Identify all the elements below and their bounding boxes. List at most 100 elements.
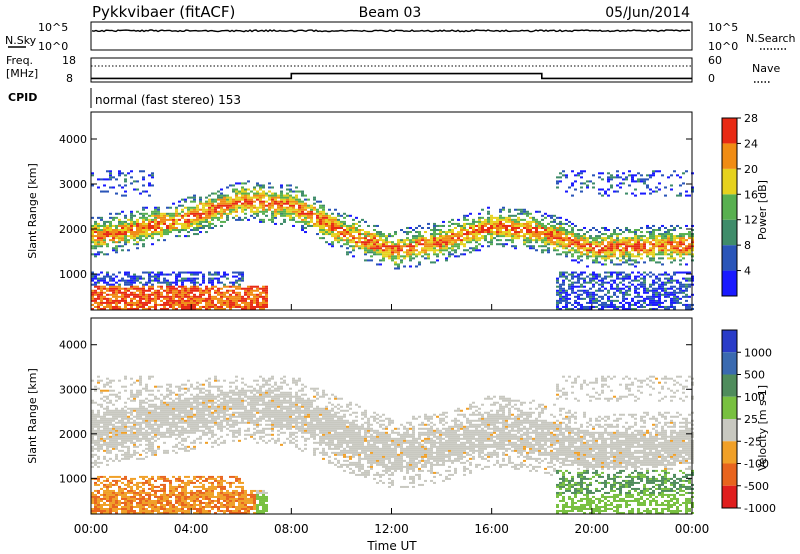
heatmap-cell xyxy=(580,190,583,193)
heatmap-cell xyxy=(640,285,643,288)
heatmap-cell xyxy=(265,297,268,300)
heatmap-cell xyxy=(205,224,208,227)
heatmap-cell xyxy=(148,437,151,440)
heatmap-cell xyxy=(103,190,106,193)
heatmap-cell xyxy=(562,287,565,290)
heatmap-cell xyxy=(535,241,538,244)
heatmap-cell xyxy=(541,226,544,229)
heatmap-cell xyxy=(448,247,451,250)
heatmap-cell xyxy=(673,229,676,232)
heatmap-cell xyxy=(538,224,541,227)
heatmap-cell xyxy=(94,245,97,248)
heatmap-cell xyxy=(595,237,598,240)
heatmap-cell xyxy=(202,297,205,300)
heatmap-cell xyxy=(607,257,610,260)
heatmap-cell xyxy=(265,299,268,302)
heatmap-cell xyxy=(301,208,304,211)
heatmap-cell xyxy=(298,212,301,215)
heatmap-cell xyxy=(145,190,148,193)
heatmap-cell xyxy=(136,505,139,508)
heatmap-cell xyxy=(517,216,520,219)
heatmap-cell xyxy=(145,233,148,236)
heatmap-cell xyxy=(481,231,484,234)
heatmap-cell xyxy=(595,229,598,232)
heatmap-cell xyxy=(118,479,121,482)
heatmap-cell xyxy=(589,273,592,276)
heatmap-cell xyxy=(94,441,97,444)
heatmap-cell xyxy=(319,220,322,223)
heatmap-cell xyxy=(619,243,622,246)
heatmap-cell xyxy=(559,295,562,298)
heatmap-cell xyxy=(169,421,172,424)
heatmap-cell xyxy=(601,295,604,298)
heatmap-cell xyxy=(166,431,169,434)
heatmap-cell xyxy=(634,239,637,242)
heatmap-cell xyxy=(127,218,130,221)
heatmap-cell xyxy=(151,275,154,278)
heatmap-cell xyxy=(166,495,169,498)
heatmap-cell xyxy=(142,407,145,410)
heatmap-cell xyxy=(586,295,589,298)
heatmap-cell xyxy=(412,235,415,238)
heatmap-cell xyxy=(391,255,394,258)
heatmap-cell xyxy=(256,287,259,290)
heatmap-cell xyxy=(511,245,514,248)
heatmap-cell xyxy=(97,455,100,458)
heatmap-cell xyxy=(139,499,142,502)
heatmap-cell xyxy=(481,216,484,219)
heatmap-cell xyxy=(565,247,568,250)
heatmap-cell xyxy=(598,279,601,282)
heatmap-cell xyxy=(463,224,466,227)
heatmap-cell xyxy=(271,200,274,203)
heatmap-cell xyxy=(670,224,673,227)
heatmap-cell xyxy=(517,212,520,215)
heatmap-cell xyxy=(124,453,127,456)
heatmap-cell xyxy=(559,216,562,219)
heatmap-cell xyxy=(166,403,169,406)
heatmap-cell xyxy=(208,273,211,276)
heatmap-cell xyxy=(343,233,346,236)
heatmap-cell xyxy=(226,204,229,207)
heatmap-cell xyxy=(661,273,664,276)
heatmap-cell xyxy=(295,202,298,205)
heatmap-cell xyxy=(589,291,592,294)
heatmap-cell xyxy=(424,241,427,244)
heatmap-cell xyxy=(181,198,184,201)
heatmap-cell xyxy=(625,273,628,276)
heatmap-cell xyxy=(616,277,619,280)
heatmap-cell xyxy=(136,279,139,282)
heatmap-cell xyxy=(409,226,412,229)
heatmap-cell xyxy=(673,291,676,294)
heatmap-cell xyxy=(670,281,673,284)
heatmap-cell xyxy=(106,445,109,448)
heatmap-cell xyxy=(169,431,172,434)
heatmap-cell xyxy=(130,501,133,504)
heatmap-cell xyxy=(418,251,421,254)
heatmap-cell xyxy=(139,299,142,302)
heatmap-cell xyxy=(217,271,220,274)
heatmap-cell xyxy=(478,224,481,227)
heatmap-cell xyxy=(619,176,622,179)
heatmap-cell xyxy=(154,231,157,234)
heatmap-cell xyxy=(400,229,403,232)
heatmap-cell xyxy=(409,251,412,254)
heatmap-cell xyxy=(382,235,385,238)
heatmap-cell xyxy=(169,305,172,308)
heatmap-cell xyxy=(568,279,571,282)
heatmap-cell xyxy=(160,495,163,498)
heatmap-cell xyxy=(574,235,577,238)
heatmap-cell xyxy=(199,305,202,308)
heatmap-cell xyxy=(109,481,112,484)
heatmap-cell xyxy=(352,222,355,225)
heatmap-cell xyxy=(115,224,118,227)
heatmap-cell xyxy=(106,437,109,440)
heatmap-cell xyxy=(100,289,103,292)
heatmap-cell xyxy=(136,415,139,418)
heatmap-cell xyxy=(523,210,526,213)
heatmap-cell xyxy=(115,455,118,458)
heatmap-cell xyxy=(673,297,676,300)
heatmap-cell xyxy=(136,417,139,420)
heatmap-cell xyxy=(130,399,133,402)
heatmap-cell xyxy=(451,239,454,242)
heatmap-cell xyxy=(649,251,652,254)
